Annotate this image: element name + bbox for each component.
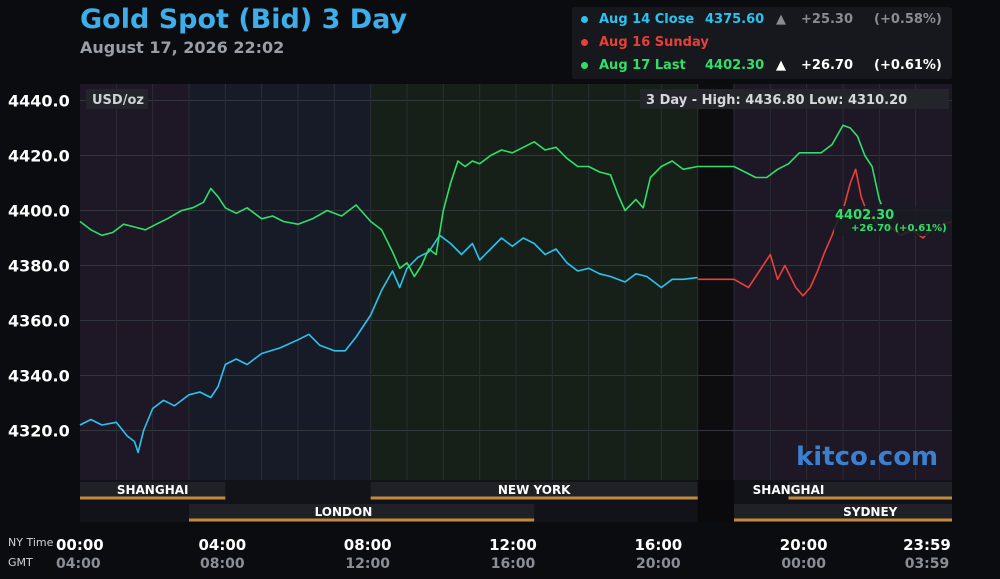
series-line-0 bbox=[79, 234, 698, 454]
x-tick-gmt: 00:00 bbox=[781, 556, 826, 572]
y-tick-label: 4380.0 bbox=[8, 257, 70, 276]
legend-row-aug17: Aug 17 Last 4402.30 ▲ +26.70 (+0.61%) bbox=[572, 56, 952, 76]
range-text: 3 Day - High: 4436.80 Low: 4310.20 bbox=[646, 93, 907, 108]
legend-change: +25.30 bbox=[801, 12, 854, 27]
kitco-logo: kitco.com bbox=[796, 442, 939, 472]
closed-shade bbox=[697, 84, 734, 522]
legend-change: +26.70 bbox=[801, 58, 854, 73]
shanghai-shade bbox=[80, 84, 189, 480]
london-shade bbox=[189, 84, 371, 480]
session-band bbox=[80, 482, 226, 498]
legend-row-aug16: Aug 16 Sunday bbox=[572, 33, 952, 53]
x-tick-gmt: 08:00 bbox=[200, 556, 245, 572]
y-tick-label: 4320.0 bbox=[8, 422, 70, 441]
session-label: SYDNEY bbox=[843, 505, 898, 519]
legend-row-aug14: Aug 14 Close 4375.60 ▲ +25.30 (+0.58%) bbox=[572, 10, 952, 30]
y-tick-label: 4400.0 bbox=[8, 202, 70, 221]
x-tick-gmt: 04:00 bbox=[56, 556, 101, 572]
x-tick-gmt: 16:00 bbox=[491, 556, 536, 572]
legend: Aug 14 Close 4375.60 ▲ +25.30 (+0.58%) A… bbox=[572, 7, 952, 79]
session-band bbox=[189, 504, 535, 520]
last-value-bg bbox=[834, 206, 952, 236]
y-tick-label: 4420.0 bbox=[8, 147, 70, 166]
new-york-shade bbox=[370, 84, 698, 480]
x-tick-ny: 20:00 bbox=[780, 536, 828, 554]
session-band bbox=[788, 482, 952, 498]
legend-value: 4375.60 bbox=[705, 12, 765, 27]
last-value-label: 4402.30 bbox=[835, 208, 894, 223]
legend-pct: (+0.58%) bbox=[874, 12, 942, 27]
x-tick-gmt: 12:00 bbox=[345, 556, 390, 572]
legend-pct: (+0.61%) bbox=[874, 58, 942, 73]
session-band bbox=[734, 504, 952, 520]
legend-dot-aug17 bbox=[581, 62, 588, 69]
x-tick-ny: 23:59 bbox=[903, 536, 951, 554]
chart-date: August 17, 2026 22:02 bbox=[80, 38, 285, 57]
session-band bbox=[370, 482, 698, 498]
x-tick-ny: 12:00 bbox=[489, 536, 537, 554]
session-label: SHANGHAI bbox=[117, 483, 189, 497]
y-tick-label: 4440.0 bbox=[8, 92, 70, 111]
last-change-label: +26.70 (+0.61%) bbox=[851, 223, 947, 234]
session-label: SHANGHAI bbox=[753, 483, 825, 497]
gmt-label: GMT bbox=[8, 556, 33, 569]
legend-label: Aug 16 Sunday bbox=[599, 35, 709, 50]
x-tick-ny: 00:00 bbox=[56, 536, 104, 554]
x-tick-ny: 16:00 bbox=[634, 536, 682, 554]
legend-value: 4402.30 bbox=[705, 58, 765, 73]
series-line-2 bbox=[79, 124, 882, 278]
y-tick-label: 4340.0 bbox=[8, 367, 70, 386]
x-tick-gmt: 20:00 bbox=[636, 556, 681, 572]
session-label: NEW YORK bbox=[498, 483, 571, 497]
y-tick-label: 4360.0 bbox=[8, 312, 70, 331]
unit-label: USD/oz bbox=[92, 93, 144, 108]
unit-label-bg bbox=[86, 89, 148, 109]
x-tick-gmt: 03:59 bbox=[905, 556, 950, 572]
legend-dot-aug14 bbox=[581, 16, 588, 23]
legend-label: Aug 14 Close bbox=[599, 12, 695, 27]
legend-arrow: ▲ bbox=[776, 58, 786, 73]
chart-title: Gold Spot (Bid) 3 Day bbox=[80, 4, 408, 35]
session-label: LONDON bbox=[315, 505, 373, 519]
range-box bbox=[640, 89, 949, 109]
ny-time-label: NY Time bbox=[8, 536, 54, 549]
x-tick-ny: 04:00 bbox=[198, 536, 246, 554]
legend-label: Aug 17 Last bbox=[599, 58, 686, 73]
legend-dot-aug16 bbox=[581, 39, 588, 46]
x-tick-ny: 08:00 bbox=[344, 536, 392, 554]
legend-arrow: ▲ bbox=[776, 12, 786, 27]
closed-band bbox=[697, 480, 734, 522]
